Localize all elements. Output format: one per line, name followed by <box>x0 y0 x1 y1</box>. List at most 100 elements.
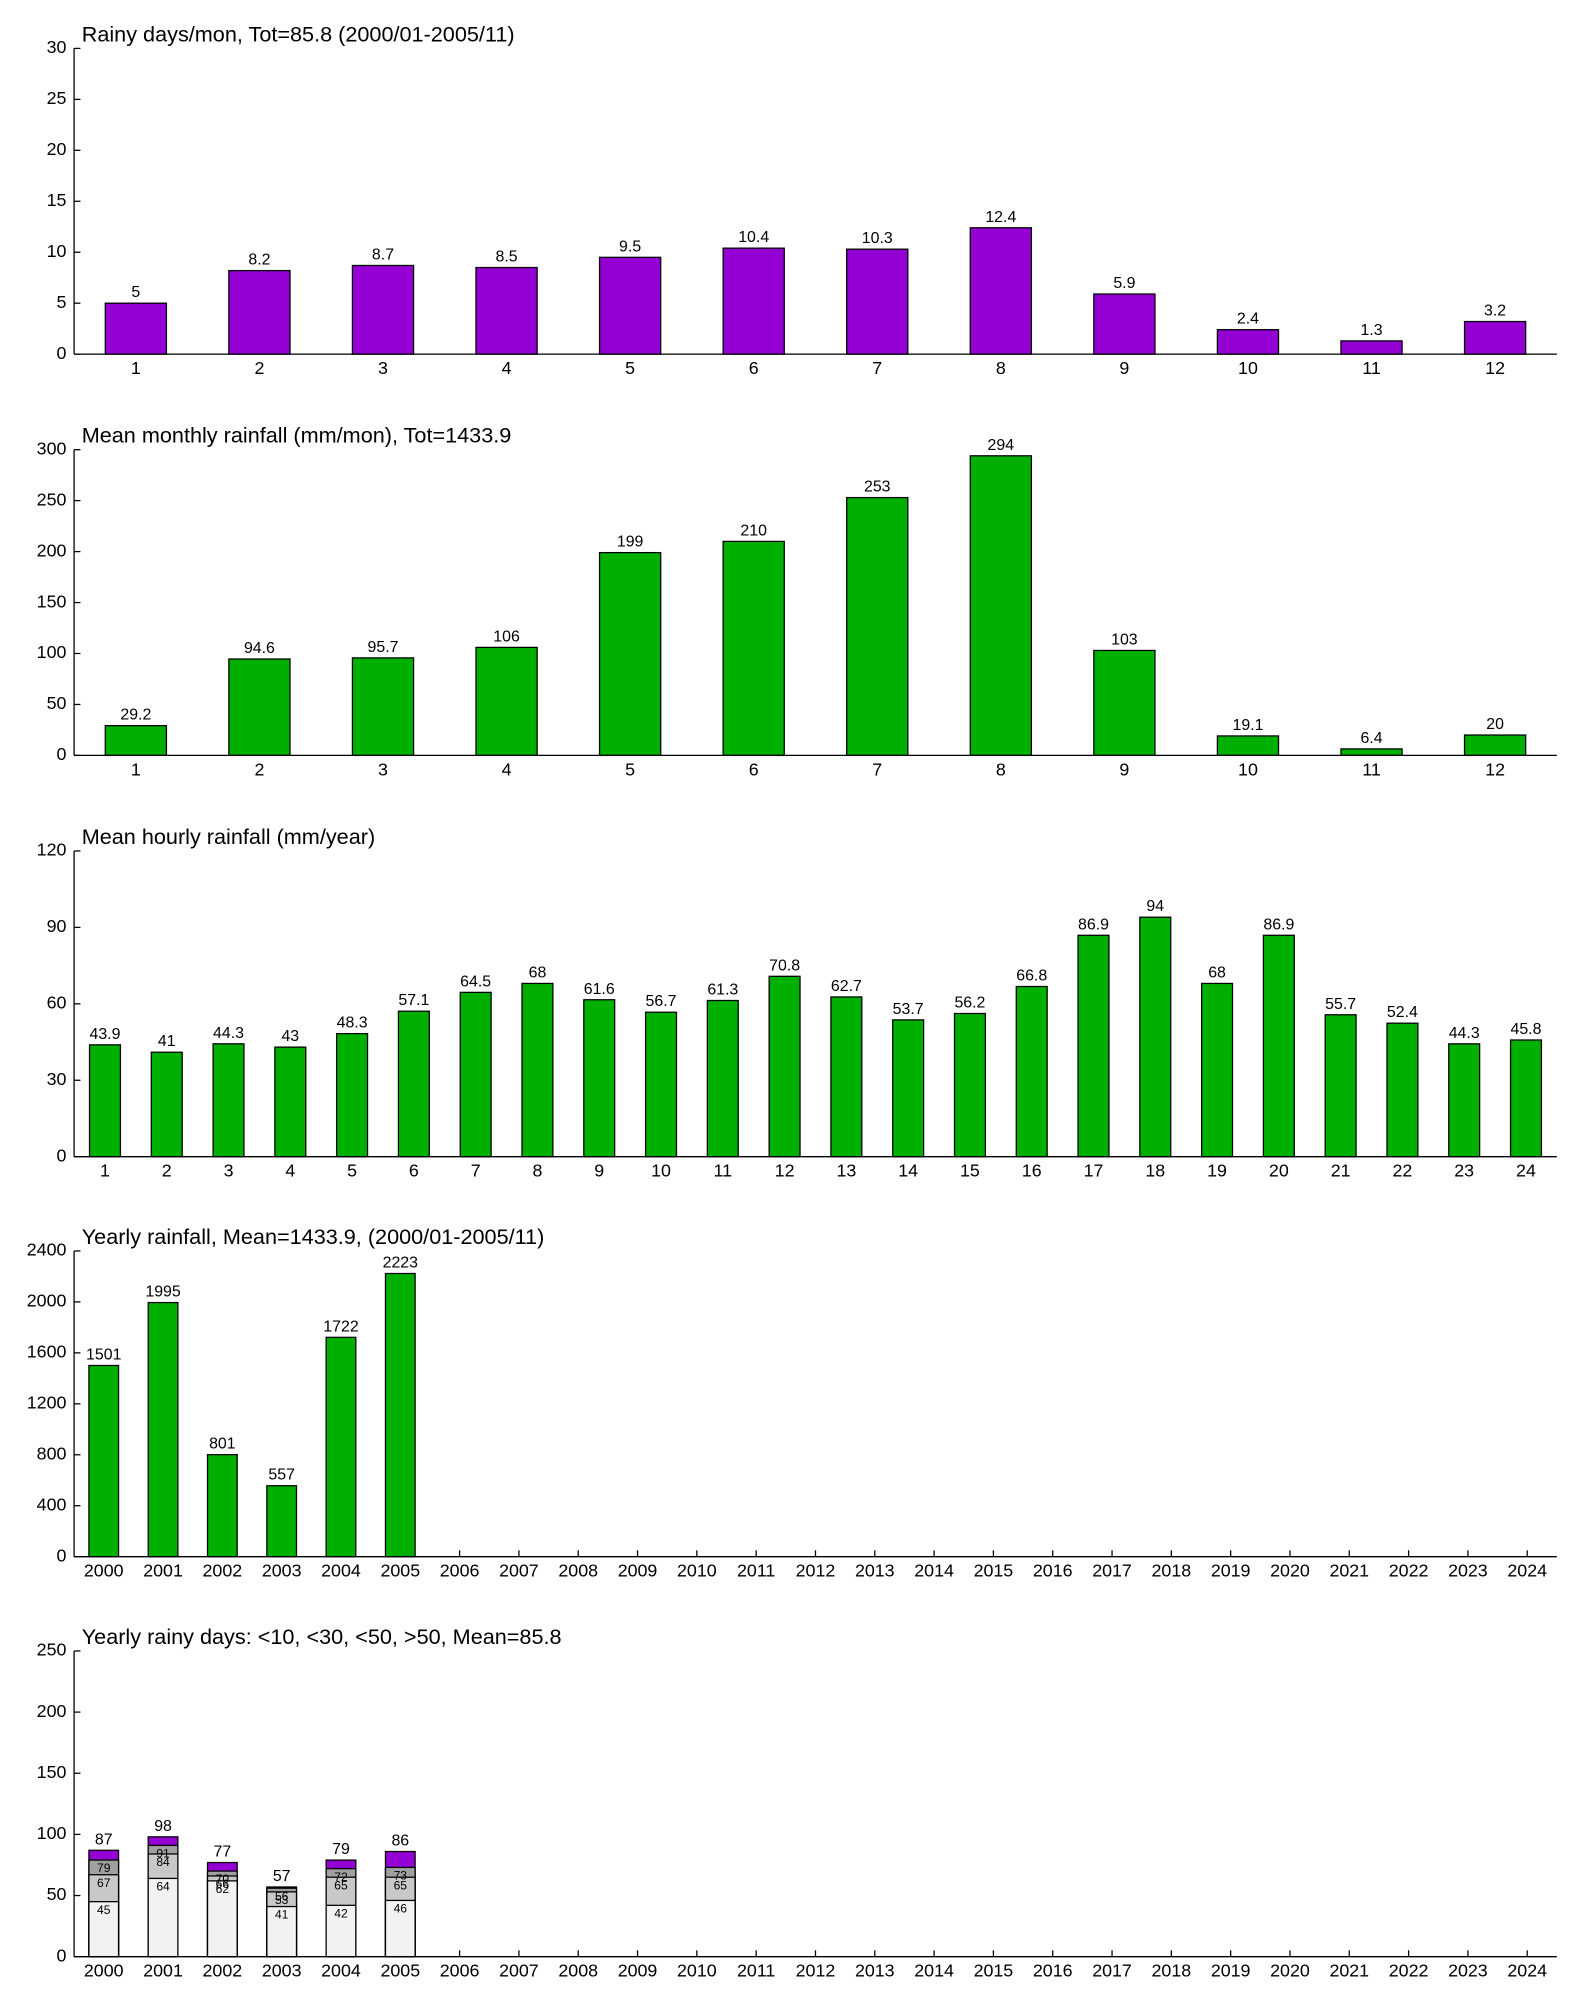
x-tick-label: 2002 <box>203 1561 243 1581</box>
x-tick-label: 15 <box>960 1161 980 1181</box>
value-label: 65 <box>334 1878 348 1892</box>
bar <box>953 1012 987 1158</box>
value-label: 8.5 <box>495 249 517 266</box>
bar <box>830 996 863 1158</box>
x-tick-label: 4 <box>502 759 512 779</box>
x-tick-label: 2022 <box>1389 1561 1429 1581</box>
value-label: 45.8 <box>1511 1021 1542 1038</box>
bar <box>475 266 538 355</box>
y-tick-label: 250 <box>37 489 67 509</box>
x-tick-label: 17 <box>1084 1161 1104 1181</box>
y-tick-label: 1600 <box>27 1342 67 1362</box>
bar <box>583 999 616 1158</box>
y-tick-label: 2400 <box>27 1240 67 1260</box>
bar <box>1139 916 1172 1158</box>
value-label: 72 <box>334 1870 348 1884</box>
x-tick-label: 2014 <box>914 1561 954 1581</box>
y-tick-label: 30 <box>47 1069 67 1089</box>
value-label: 70.8 <box>769 957 800 974</box>
x-tick-label: 2021 <box>1329 1561 1369 1581</box>
y-tick-label: 100 <box>37 1823 67 1843</box>
x-tick-label: 2002 <box>203 1961 243 1981</box>
value-label: 801 <box>209 1436 236 1453</box>
x-tick-label: 13 <box>836 1161 856 1181</box>
bar <box>150 1051 183 1158</box>
x-tick-label: 3 <box>224 1161 234 1181</box>
y-tick-label: 60 <box>47 993 67 1013</box>
x-tick-label: 2011 <box>737 1561 775 1581</box>
bar <box>228 269 291 355</box>
y-tick-label: 90 <box>47 916 67 936</box>
bar <box>266 1485 298 1558</box>
x-tick-label: 16 <box>1022 1161 1042 1181</box>
x-tick-label: 3 <box>378 759 388 779</box>
value-label: 12.4 <box>985 209 1016 226</box>
bar <box>1200 982 1234 1158</box>
bar <box>969 455 1033 757</box>
value-label: 62 <box>216 1882 230 1896</box>
chart-title: Mean hourly rainfall (mm/year) <box>82 824 375 849</box>
x-tick-label: 22 <box>1392 1161 1412 1181</box>
x-tick-label: 2008 <box>558 1561 598 1581</box>
x-tick-label: 12 <box>775 1161 795 1181</box>
value-label: 3.2 <box>1484 303 1506 320</box>
bar <box>384 1272 416 1558</box>
x-tick-label: 4 <box>502 358 512 378</box>
value-label: 2.4 <box>1237 311 1259 328</box>
x-tick-label: 2018 <box>1152 1961 1192 1981</box>
bar <box>1216 735 1280 757</box>
y-tick-label: 50 <box>47 1884 67 1904</box>
x-tick-label: 2019 <box>1211 1561 1251 1581</box>
value-label: 77 <box>214 1844 232 1861</box>
x-tick-label: 19 <box>1207 1161 1227 1181</box>
bar <box>1386 1022 1419 1158</box>
value-label: 66 <box>216 1877 230 1891</box>
bar <box>598 551 662 757</box>
x-tick-label: 2005 <box>380 1961 420 1981</box>
bar <box>1509 1039 1543 1158</box>
value-label: 43 <box>281 1028 299 1045</box>
value-label: 9.5 <box>619 238 641 255</box>
x-tick-label: 7 <box>471 1161 481 1181</box>
x-tick-label: 1 <box>100 1161 110 1181</box>
x-tick-label: 8 <box>532 1161 542 1181</box>
value-label: 2223 <box>383 1255 419 1272</box>
bar <box>706 999 739 1158</box>
y-tick-label: 300 <box>37 438 67 458</box>
x-tick-label: 2006 <box>440 1561 480 1581</box>
x-tick-label: 2004 <box>321 1561 361 1581</box>
value-label: 29.2 <box>120 707 151 724</box>
x-tick-label: 2024 <box>1507 1561 1547 1581</box>
bar <box>1463 320 1527 355</box>
value-label: 91 <box>156 1847 170 1861</box>
value-label: 57 <box>273 1868 291 1885</box>
x-tick-label: 2003 <box>262 1961 302 1981</box>
bar <box>274 1046 307 1158</box>
x-tick-label: 2010 <box>677 1561 717 1581</box>
bar <box>1216 329 1280 355</box>
x-tick-label: 2003 <box>262 1561 302 1581</box>
bar <box>1077 934 1110 1158</box>
x-tick-label: 2013 <box>855 1561 895 1581</box>
x-tick-label: 5 <box>347 1161 357 1181</box>
bar <box>206 1454 238 1558</box>
value-label: 57.1 <box>398 992 429 1009</box>
x-tick-label: 2017 <box>1092 1561 1132 1581</box>
value-label: 68 <box>1208 964 1226 981</box>
bar <box>88 1364 120 1558</box>
x-tick-label: 2018 <box>1152 1561 1192 1581</box>
x-tick-label: 2000 <box>84 1561 124 1581</box>
bar <box>325 1336 357 1558</box>
value-label: 67 <box>97 1876 111 1890</box>
value-label: 8.2 <box>248 252 270 269</box>
y-tick-label: 30 <box>47 37 67 57</box>
bar <box>846 248 909 355</box>
x-tick-label: 2010 <box>677 1961 717 1981</box>
x-tick-label: 21 <box>1331 1161 1351 1181</box>
x-tick-label: 8 <box>996 759 1006 779</box>
y-tick-label: 10 <box>47 241 67 261</box>
value-label: 55.7 <box>1325 996 1356 1013</box>
bar <box>1324 1014 1357 1158</box>
bar <box>1262 934 1295 1158</box>
y-tick-label: 150 <box>37 591 67 611</box>
